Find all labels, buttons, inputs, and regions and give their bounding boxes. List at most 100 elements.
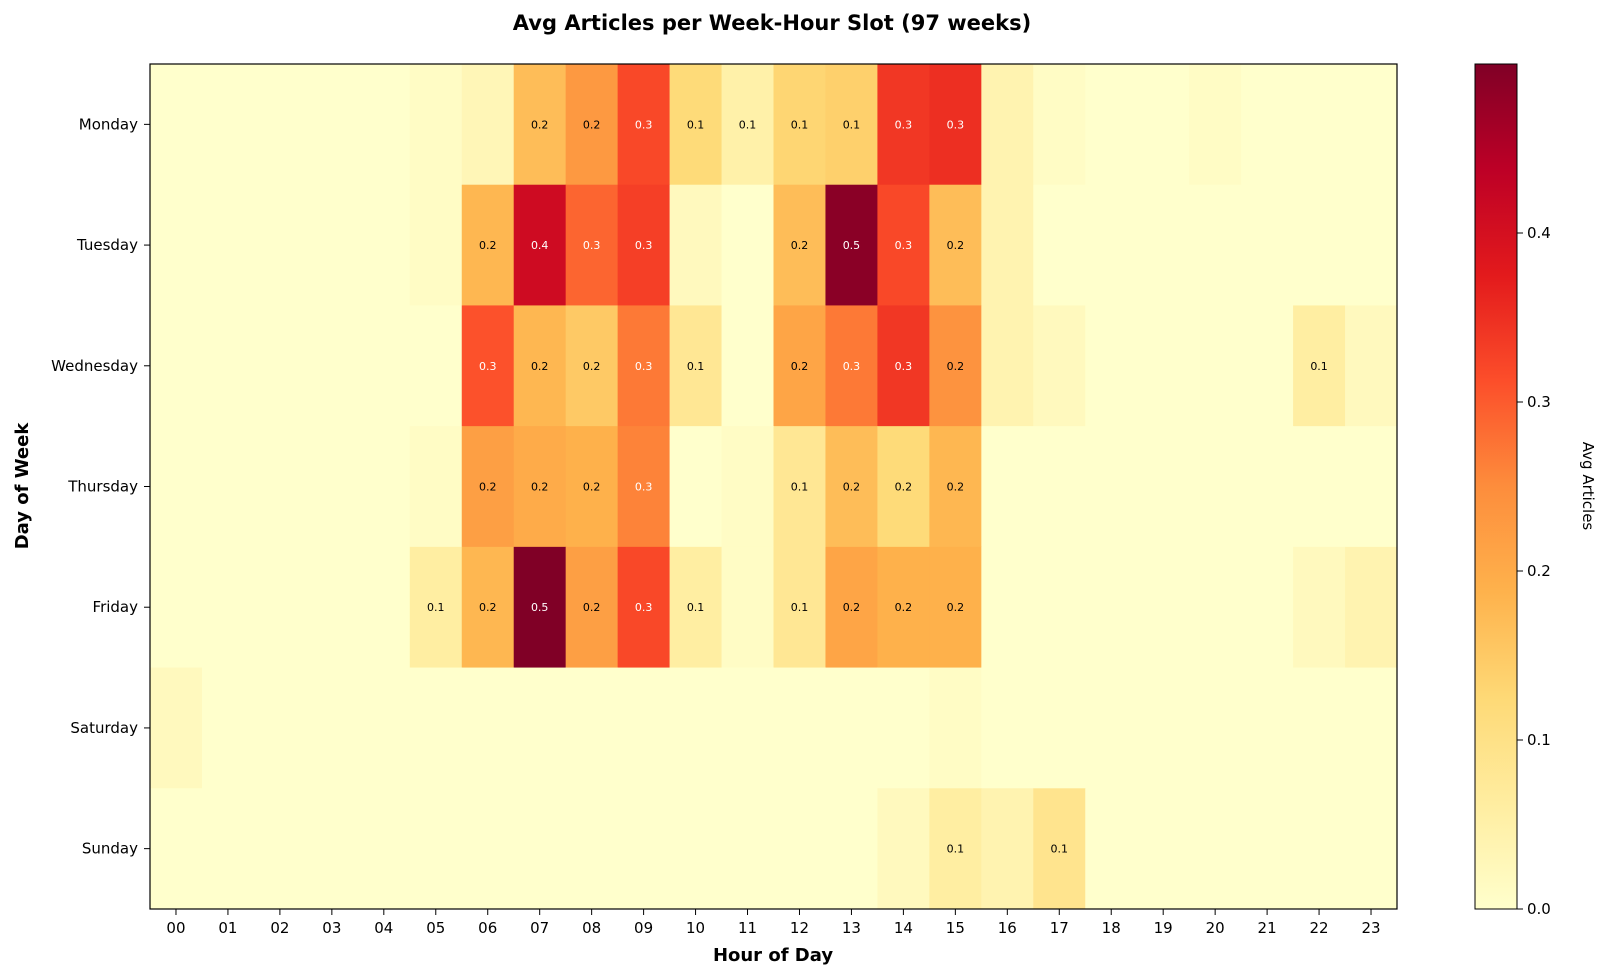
cell-value-label: 0.2 [947,601,965,614]
cell-value-label: 0.2 [531,481,549,494]
y-tick-label: Sunday [82,840,138,858]
cell-value-label: 0.1 [427,601,445,614]
heatmap-cell [409,64,463,186]
heatmap-cell [1085,667,1138,789]
cell-value-label: 0.4 [531,239,549,252]
heatmap-cell [201,546,255,669]
heatmap-cell [409,184,463,306]
heatmap-cell [513,64,567,186]
heatmap-cell [150,184,203,306]
heatmap-cell [877,546,930,669]
heatmap-cell [1241,788,1294,910]
heatmap-cell [1085,546,1138,669]
cell-value-label: 0.2 [583,481,601,494]
heatmap-cell [565,546,619,669]
heatmap-cell [201,305,255,427]
heatmap-cell [1085,788,1138,910]
heatmap-cell [721,667,774,789]
heatmap-cell [1085,305,1138,427]
heatmap-cell [565,64,619,186]
heatmap-cell [253,184,307,306]
y-tick-label: Saturday [70,719,138,737]
heatmap-cell [201,788,255,910]
x-tick-label: 08 [582,919,601,937]
heatmap-cell [877,184,930,306]
heatmap-cell [1137,426,1190,548]
cell-value-label: 0.3 [895,360,913,373]
x-tick-label: 13 [842,919,861,937]
heatmap-cell [773,184,826,306]
heatmap-cell [461,788,515,910]
heatmap-cell [929,184,982,306]
heatmap-cell [721,305,774,427]
x-tick-label: 10 [686,919,705,937]
heatmap-cell [1189,788,1242,910]
colorbar-label: Avg Articles [1579,442,1597,531]
x-tick-label: 07 [530,919,549,937]
heatmap-cell [1345,64,1398,186]
heatmap-cell [1189,426,1242,548]
heatmap-cell [305,667,359,789]
y-tick-label: Monday [79,115,138,133]
heatmap-cell [1137,788,1190,910]
heatmap-cell [877,788,930,910]
heatmap-cell [409,546,463,669]
colorbar-tick-label: 0.4 [1527,224,1551,242]
x-tick-label: 06 [478,919,497,937]
heatmap-cell [1033,305,1086,427]
heatmap-cell [357,667,411,789]
heatmap-cell [721,184,774,306]
heatmap-cell [617,788,671,910]
heatmap-cell [513,305,567,427]
heatmap-cell [150,64,203,186]
cell-value-label: 0.2 [479,239,497,252]
heatmap-cell [617,546,671,669]
cell-value-label: 0.3 [635,601,653,614]
heatmap-cell [1345,305,1398,427]
y-axis-title: Day of Week [12,422,33,550]
heatmap-cell [1345,788,1398,910]
heatmap-cell [409,305,463,427]
heatmap-cell [721,426,774,548]
heatmap-cell [1033,184,1086,306]
heatmap-cell [929,546,982,669]
cell-value-label: 0.2 [895,481,913,494]
heatmap-cell [409,667,463,789]
heatmap-cell [929,788,982,910]
heatmap-cell [305,64,359,186]
cell-value-label: 0.2 [895,601,913,614]
cell-value-label: 0.1 [947,843,965,856]
heatmap-cell [357,426,411,548]
heatmap-cell [981,667,1034,789]
heatmap-cell [773,788,826,910]
cell-value-label: 0.2 [531,360,549,373]
heatmap-cell [981,788,1034,910]
heatmap-cell [1345,667,1398,789]
heatmap-cell [773,667,826,789]
heatmap-cell [1033,788,1086,910]
heatmap-cell [1189,64,1242,186]
heatmap-cell [1137,184,1190,306]
colorbar-tick-label: 0.0 [1527,900,1551,918]
heatmap-cell [461,426,515,548]
heatmap-cell [773,305,826,427]
heatmap-cell [461,305,515,427]
cell-value-label: 0.1 [687,601,705,614]
cell-value-label: 0.1 [791,118,809,131]
cell-value-label: 0.5 [531,601,549,614]
heatmap-cell [1033,546,1086,669]
heatmap-cell [669,546,723,669]
heatmap-cell [617,305,671,427]
heatmap-cell [565,305,619,427]
heatmap-cell [513,184,567,306]
x-axis-ticks: 00 01 02 03 04 05 06 07 08 09 10 11 12 13 14 15 16 17 18 19… [166,909,1381,937]
cell-value-label: 0.2 [479,481,497,494]
y-axis-ticks: Monday Tuesday Wednesday Thursday Friday Satu… [51,115,150,858]
cell-value-label: 0.3 [635,239,653,252]
x-tick-label: 16 [998,919,1017,937]
heatmap-cell [1345,546,1398,669]
heatmap-cell [825,64,878,186]
heatmap-cell [981,64,1034,186]
x-tick-label: 04 [374,919,393,937]
x-tick-label: 05 [426,919,445,937]
